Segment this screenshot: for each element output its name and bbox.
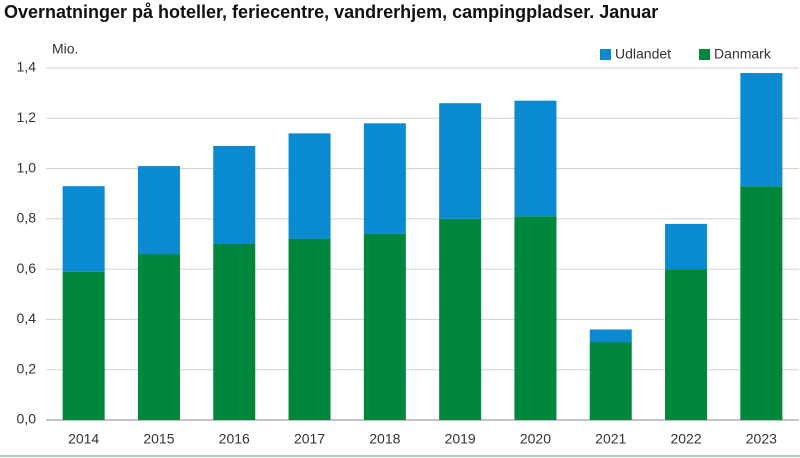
y-tick-label: 0,2 — [17, 360, 37, 376]
y-tick-label: 0,4 — [17, 310, 37, 326]
x-tick-label: 2018 — [369, 431, 400, 447]
bar-segment — [589, 329, 632, 343]
y-tick-label: 0,8 — [17, 210, 37, 226]
bar-segment — [740, 73, 783, 187]
bar-segment — [740, 186, 783, 420]
bar-segment — [439, 103, 482, 219]
bar-segment — [665, 269, 708, 420]
bar-segment — [589, 342, 632, 420]
x-tick-label: 2015 — [143, 431, 174, 447]
bar-segment — [514, 100, 557, 217]
bar-segment — [213, 244, 256, 420]
x-tick-label: 2023 — [746, 431, 777, 447]
bar-segment — [363, 233, 406, 420]
x-tick-label: 2021 — [595, 431, 626, 447]
legend-label: Danmark — [714, 46, 772, 62]
y-tick-label: 0,6 — [17, 260, 37, 276]
bar-segment — [665, 223, 708, 270]
bar-segment — [62, 186, 105, 272]
x-tick-label: 2022 — [670, 431, 701, 447]
bar-segment — [62, 271, 105, 420]
bar-segment — [288, 133, 331, 239]
bar-segment — [439, 218, 482, 420]
y-tick-label: 1,4 — [17, 59, 37, 75]
y-tick-label: 0,0 — [17, 411, 37, 427]
bar-segment — [288, 238, 331, 420]
bar-segment — [213, 145, 256, 244]
legend-swatch — [699, 49, 711, 60]
chart-title: Overnatninger på hoteller, feriecentre, … — [4, 2, 658, 22]
x-tick-label: 2020 — [520, 431, 551, 447]
bar-segment — [137, 254, 180, 420]
x-tick-label: 2014 — [68, 431, 99, 447]
y-tick-label: 1,2 — [17, 109, 37, 125]
x-tick-label: 2017 — [294, 431, 325, 447]
x-tick-label: 2019 — [445, 431, 476, 447]
y-tick-label: 1,0 — [17, 159, 37, 175]
y-axis-label: Mio. — [52, 41, 78, 57]
legend-swatch — [600, 49, 611, 60]
legend-label: Udlandet — [615, 46, 671, 62]
bar-segment — [514, 216, 557, 420]
bar-segment — [137, 166, 180, 255]
x-tick-label: 2016 — [219, 431, 250, 447]
bar-segment — [363, 123, 406, 234]
